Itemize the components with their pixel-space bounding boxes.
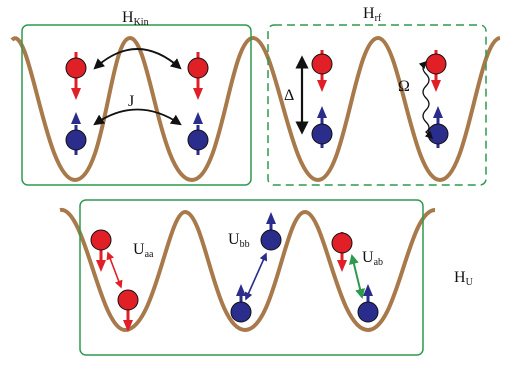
tunneling-arrow-bottom [93,108,182,126]
u-spin-up-atom-upper [260,212,282,251]
u-bb-label: Ubb [228,231,250,250]
u-ab-spin-down-atom [331,232,353,272]
kin-spin-down-atom-left [65,52,87,100]
h-u-label: HU [454,269,474,288]
h-u-box [79,199,424,356]
bottom-lattice-potential [59,208,436,333]
kin-spin-up-atom-left [65,112,87,155]
h-kin-label: HKin [122,9,149,28]
j-label: J [128,93,134,110]
rf-spin-up-atom-left [311,106,333,148]
u-aa-label: Uaa [133,241,154,260]
omega-wavy-arrow [418,60,434,140]
omega-label: Ω [398,78,410,95]
rf-spin-up-atom-right [427,106,449,148]
rf-spin-down-atom-right [425,50,447,92]
u-spin-down-atom-lower [117,289,139,332]
top-lattice-potential [10,35,501,183]
kin-spin-up-atom-right [187,112,209,155]
kin-spin-down-atom-right [187,52,209,100]
rf-spin-down-atom-left [311,50,333,92]
h-rf-box [267,24,487,186]
h-rf-label: Hrf [363,5,382,24]
tunneling-arrow-top [93,48,182,70]
u-aa-arrow [106,251,123,289]
u-ab-spin-up-atom [357,284,379,323]
u-spin-up-atom-lower [230,284,252,323]
u-ab-label: Uab [362,249,383,268]
delta-label: Δ [284,87,294,104]
u-spin-down-atom-upper [90,229,112,272]
h-kin-box [21,24,252,186]
u-ab-arrow [349,254,365,299]
u-bb-arrow [244,252,268,301]
